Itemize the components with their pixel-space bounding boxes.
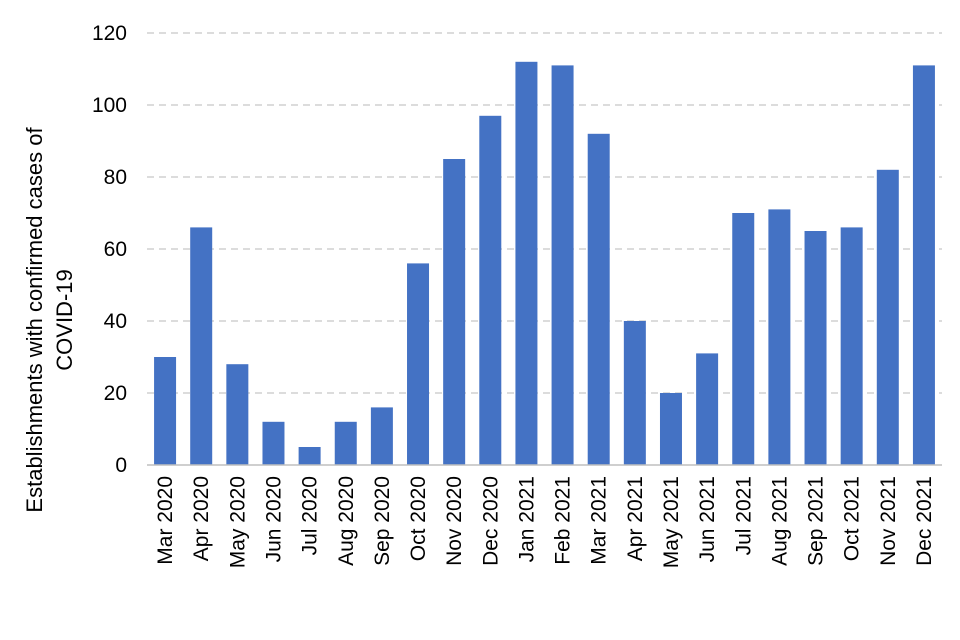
bar: [623, 321, 646, 465]
bar: [334, 421, 357, 465]
x-tick-label: Oct 2020: [407, 476, 430, 561]
x-axis-ticks: Mar 2020 Apr 2020 May 2020 Jun 2020 Jul 2020…: [154, 476, 936, 568]
bars: [154, 61, 935, 466]
bar: [696, 353, 719, 465]
bar: [876, 169, 899, 466]
y-tick-label: 0: [115, 454, 127, 477]
x-tick-label: Dec 2021: [913, 476, 936, 566]
x-tick-label: Sep 2020: [371, 476, 394, 566]
y-axis-ticks: 0 20 40 60 80 100 120: [92, 22, 127, 477]
x-tick-label: Nov 2020: [443, 476, 466, 566]
bar: [370, 407, 393, 465]
bar: [804, 231, 827, 465]
x-tick-label: Dec 2020: [479, 476, 502, 566]
y-tick-label: 120: [92, 22, 127, 45]
x-tick-label: Jul 2020: [299, 476, 322, 555]
x-tick-label: May 2021: [660, 476, 683, 568]
x-tick-label: Mar 2020: [154, 476, 177, 565]
y-tick-label: 80: [104, 166, 127, 189]
y-tick-label: 40: [104, 310, 127, 333]
x-tick-label: Aug 2020: [335, 476, 358, 566]
x-tick-label: Jul 2021: [732, 476, 755, 555]
x-tick-label: Feb 2021: [552, 476, 575, 565]
x-tick-label: Mar 2021: [588, 476, 611, 565]
bar: [226, 364, 249, 465]
x-tick-label: Jan 2021: [515, 476, 538, 562]
bar: [190, 227, 213, 465]
bar: [840, 227, 863, 465]
y-tick-label: 100: [92, 94, 127, 117]
x-tick-label: Apr 2021: [624, 476, 647, 561]
bar: [551, 65, 574, 466]
y-axis-title-line-2: COVID-19: [52, 269, 77, 370]
bar: [515, 61, 538, 466]
bar: [659, 393, 682, 465]
bar: [154, 357, 177, 465]
x-tick-label: Jun 2020: [262, 476, 285, 562]
bar: [587, 133, 610, 466]
y-tick-label: 60: [104, 238, 127, 261]
x-tick-label: Oct 2021: [841, 476, 864, 561]
x-tick-label: Apr 2020: [190, 476, 213, 561]
y-axis-title-line-1: Establishments with confirmed cases of: [22, 127, 47, 513]
x-tick-label: May 2020: [226, 476, 249, 568]
bar: [732, 213, 755, 465]
bar: [262, 421, 285, 465]
bar: [407, 263, 430, 465]
bar: [768, 209, 791, 465]
bar: [479, 115, 502, 466]
y-tick-label: 20: [104, 382, 127, 405]
bar: [443, 159, 466, 465]
x-tick-label: Aug 2021: [768, 476, 791, 566]
bar: [298, 447, 321, 465]
x-tick-label: Jun 2021: [696, 476, 719, 562]
bar: [912, 65, 935, 466]
x-tick-label: Nov 2021: [877, 476, 900, 566]
x-tick-label: Sep 2021: [805, 476, 828, 566]
